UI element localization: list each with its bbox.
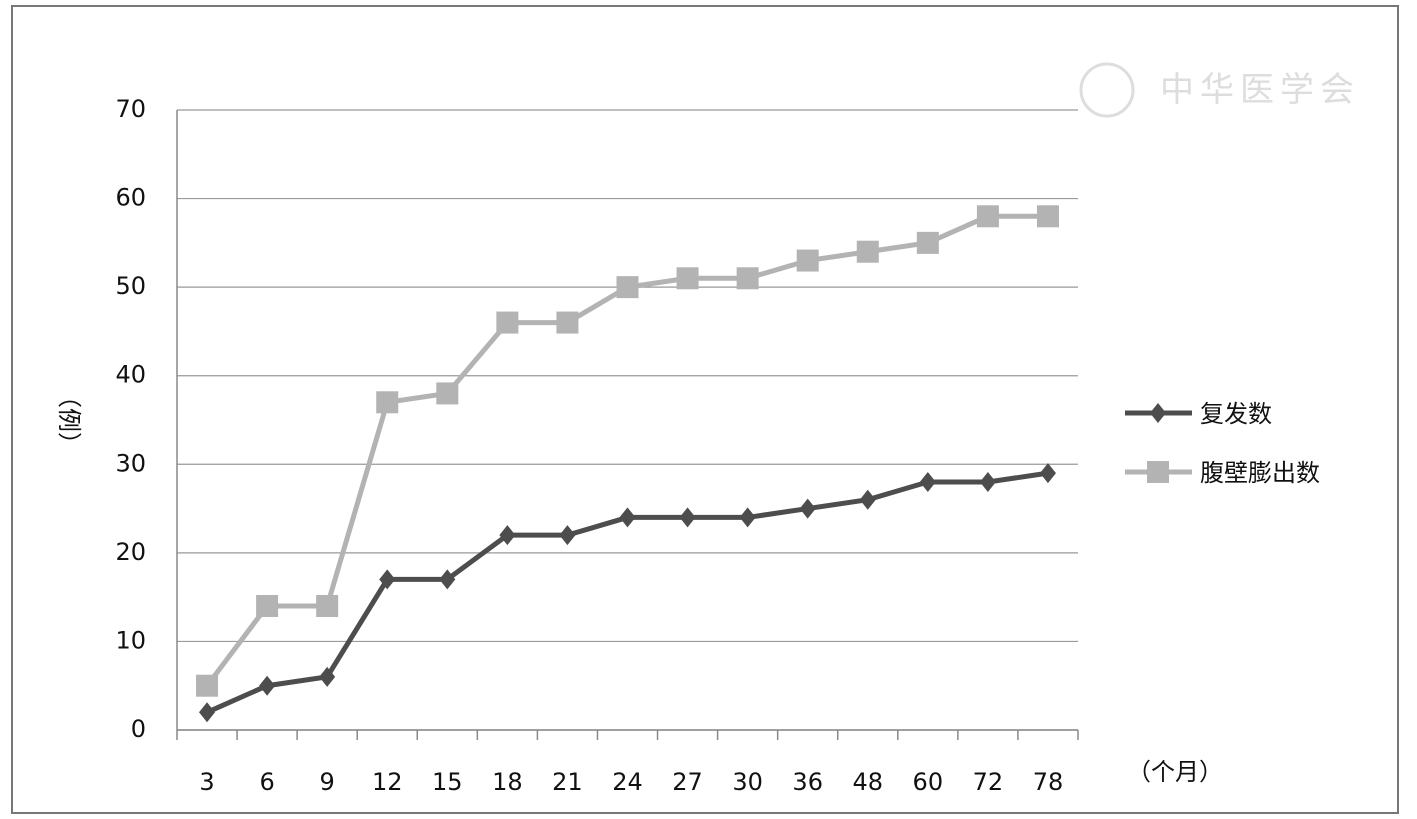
data-point	[496, 311, 519, 334]
y-tick-label: 0	[131, 715, 146, 743]
watermark: 中华医学会	[1160, 70, 1360, 110]
x-tick-label: 24	[612, 768, 643, 796]
data-point	[859, 489, 876, 510]
frame	[11, 5, 1399, 814]
data-point	[976, 205, 999, 228]
data-point	[379, 569, 396, 590]
data-point	[856, 240, 879, 263]
data-point	[256, 595, 279, 617]
legend-label: 腹壁膨出数	[1200, 459, 1320, 487]
data-point	[919, 472, 936, 492]
legend-label: 复发数	[1200, 400, 1272, 428]
data-point	[739, 507, 756, 528]
x-tick-label: 30	[732, 768, 763, 796]
data-point	[316, 595, 339, 617]
x-tick-label: 78	[1033, 768, 1064, 796]
y-axis-label: （例）	[55, 384, 83, 456]
data-point	[499, 525, 516, 546]
data-point	[676, 267, 699, 290]
data-point	[796, 249, 819, 272]
x-tick-label: 60	[913, 768, 944, 796]
data-point	[556, 311, 579, 334]
x-tick-label: 15	[432, 768, 463, 796]
data-point	[199, 702, 216, 723]
x-tick-label: 36	[792, 768, 823, 796]
data-point	[1039, 463, 1056, 484]
y-tick-label: 40	[115, 361, 146, 389]
data-point	[559, 525, 576, 546]
y-tick-label: 70	[115, 95, 146, 123]
x-axis-label: （个月）	[1127, 758, 1223, 786]
x-tick-label: 9	[320, 768, 335, 796]
y-tick-label: 30	[115, 449, 146, 477]
x-tick-label: 72	[973, 768, 1004, 796]
data-point	[736, 267, 759, 290]
data-point	[1036, 205, 1059, 228]
data-point	[979, 472, 996, 492]
data-point	[916, 231, 939, 254]
legend-marker	[1150, 403, 1166, 423]
data-point	[196, 674, 219, 697]
data-point	[616, 276, 639, 299]
data-point	[259, 675, 276, 696]
y-tick-label: 20	[115, 538, 146, 566]
x-tick-label: 21	[552, 768, 583, 796]
x-tick-label: 48	[852, 768, 883, 796]
y-tick-label: 50	[115, 272, 146, 300]
data-point	[436, 382, 459, 405]
data-point	[679, 507, 696, 528]
x-tick-label: 12	[372, 768, 403, 796]
x-tick-label: 6	[259, 768, 274, 796]
legend-marker	[1147, 461, 1169, 483]
data-point	[799, 498, 816, 519]
y-tick-label: 10	[115, 626, 146, 654]
data-point	[619, 507, 636, 528]
data-point	[439, 569, 456, 590]
y-tick-label: 60	[115, 184, 146, 212]
watermark-logo	[1079, 62, 1135, 118]
data-point	[319, 666, 336, 687]
x-tick-label: 27	[672, 768, 703, 796]
x-tick-label: 18	[492, 768, 523, 796]
x-tick-label: 3	[199, 768, 214, 796]
data-point	[376, 391, 399, 414]
